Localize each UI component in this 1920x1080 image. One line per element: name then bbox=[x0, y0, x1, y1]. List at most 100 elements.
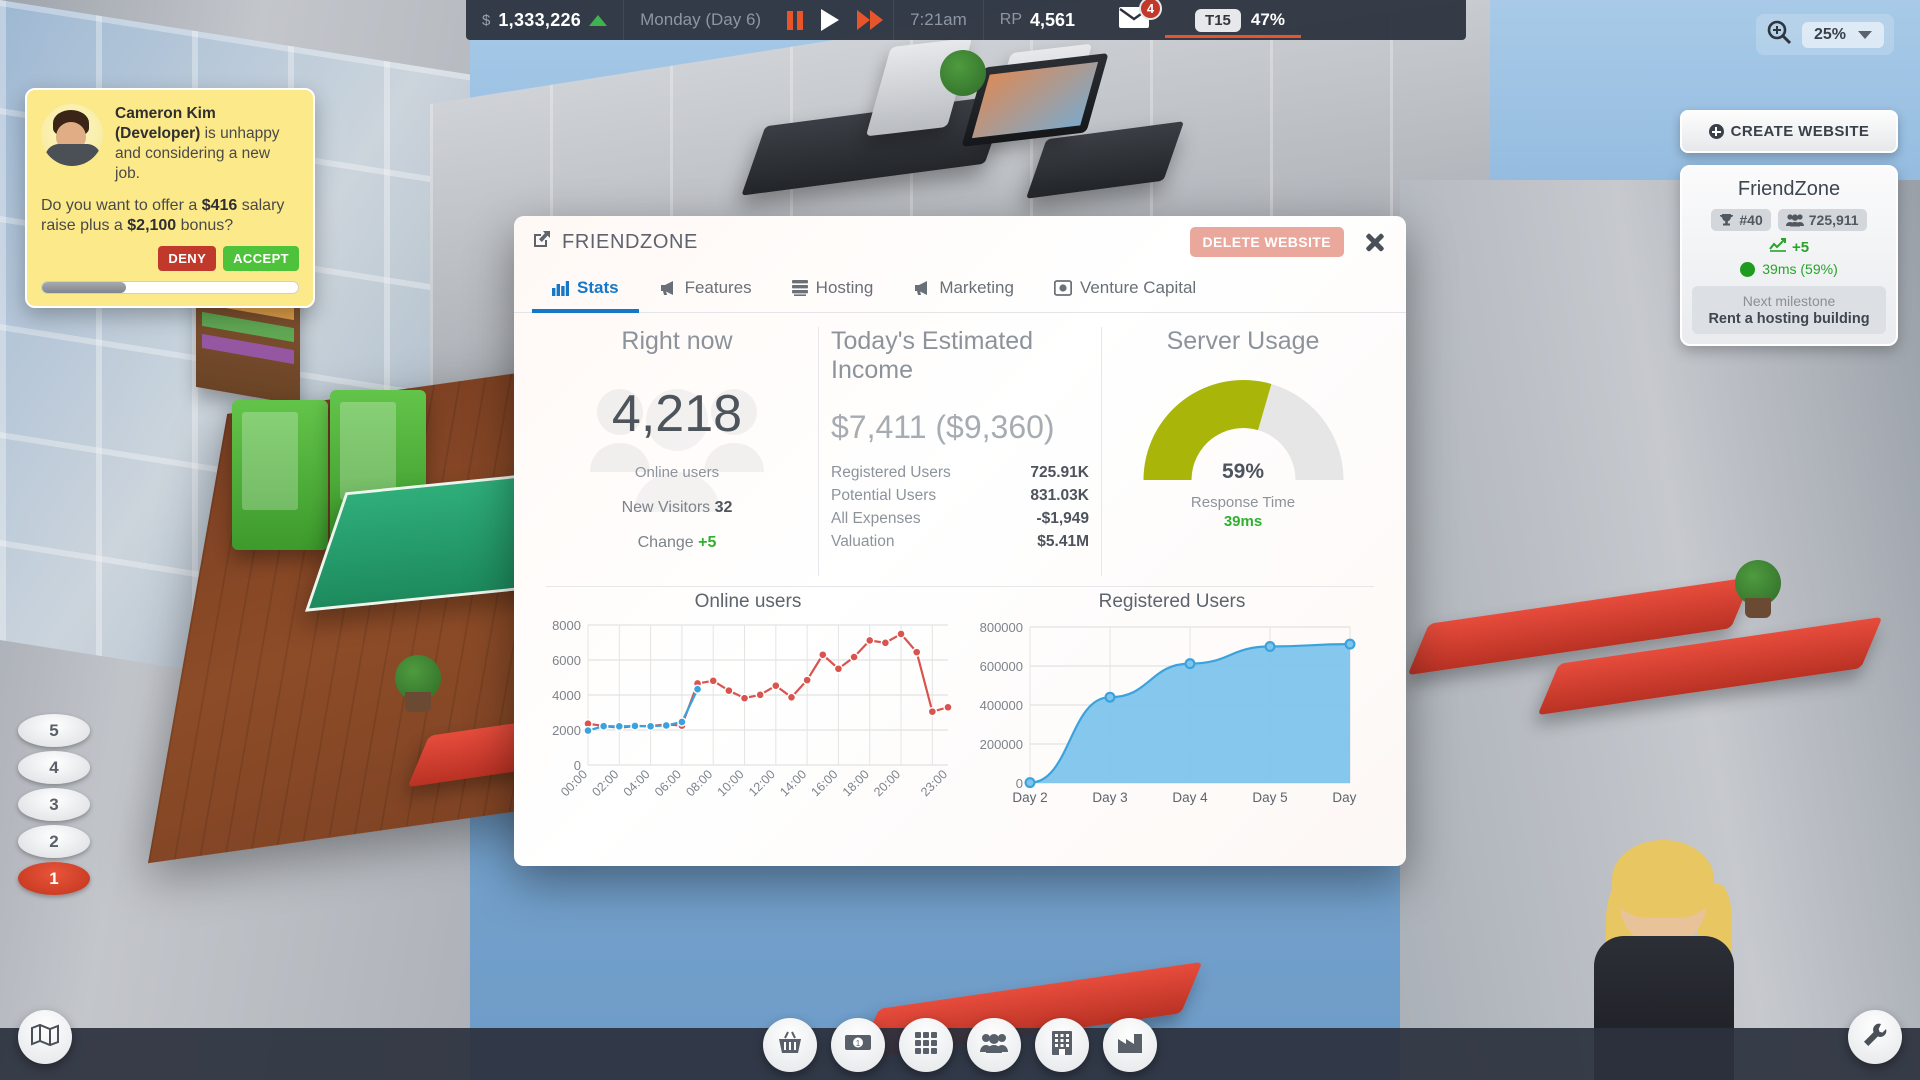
svg-text:04:00: 04:00 bbox=[621, 767, 653, 799]
building-icon bbox=[1051, 1030, 1073, 1061]
play-icon[interactable] bbox=[821, 9, 840, 31]
svg-text:0: 0 bbox=[574, 758, 581, 773]
response-time-value: 39ms bbox=[1223, 512, 1263, 530]
income-row: All Expenses -$1,949 bbox=[831, 510, 1089, 528]
zoom-level-value: 25% bbox=[1813, 25, 1846, 43]
tab-hosting[interactable]: Hosting bbox=[772, 268, 894, 313]
question-prefix: Do you want to offer a bbox=[41, 196, 202, 214]
income-row-label: Valuation bbox=[831, 532, 895, 550]
income-row: Valuation $5.41M bbox=[831, 533, 1089, 551]
plus-circle-icon bbox=[1708, 124, 1724, 139]
question-mid: salary raise plus a bbox=[41, 196, 285, 235]
settings-button[interactable] bbox=[1848, 1010, 1902, 1064]
bottom-bar bbox=[0, 1028, 1920, 1080]
website-stats-modal[interactable]: FRIENDZONE DELETE WEBSITE Stats Features H… bbox=[514, 216, 1406, 866]
tech-progress-underline bbox=[1165, 35, 1301, 38]
employee-notification-card[interactable]: Cameron Kim (Developer) is unhappy and c… bbox=[25, 88, 315, 309]
online-users-value: 4,218 bbox=[611, 384, 743, 443]
pause-icon[interactable] bbox=[787, 10, 804, 30]
tab-venture-capital[interactable]: Venture Capital bbox=[1034, 268, 1216, 313]
income-row-label: Registered Users bbox=[831, 463, 951, 481]
website-response: 39ms (59%) bbox=[1692, 261, 1886, 277]
svg-text:20:00: 20:00 bbox=[871, 767, 903, 799]
trend-up-icon bbox=[589, 14, 608, 26]
tech-percent-label: 47% bbox=[1250, 10, 1285, 29]
svg-text:18:00: 18:00 bbox=[840, 767, 872, 799]
tab-label: Stats bbox=[577, 278, 619, 297]
svg-text:4000: 4000 bbox=[552, 688, 581, 703]
envelope-icon[interactable]: 4 bbox=[1119, 0, 1163, 33]
zoom-level-select[interactable]: 25% bbox=[1801, 21, 1884, 48]
tab-label: Venture Capital bbox=[1079, 278, 1197, 297]
registered-users-chart: Registered Users 0 200000 400000 600000 8000… bbox=[960, 591, 1384, 822]
dock-button-building[interactable] bbox=[1035, 1018, 1089, 1072]
floor-button-2[interactable]: 2 bbox=[18, 825, 90, 858]
floor-button-3[interactable]: 3 bbox=[18, 788, 90, 821]
wrench-icon bbox=[1862, 1022, 1888, 1053]
online-users-chart: Online users 0 2000 4000 6000 8000 00:00 02:00… bbox=[536, 591, 960, 822]
tab-features[interactable]: Features bbox=[639, 268, 772, 313]
trophy-icon bbox=[1719, 213, 1734, 227]
change-label: Change bbox=[637, 533, 694, 551]
floor-selector[interactable]: 5 4 3 2 1 bbox=[18, 714, 90, 895]
floor-label: 5 bbox=[49, 720, 59, 740]
clock-label: 7:21am bbox=[910, 10, 967, 29]
new-visitors-label: New Visitors bbox=[621, 498, 711, 516]
floor-button-1[interactable]: 1 bbox=[18, 862, 90, 895]
website-users-chip: 725,911 bbox=[1777, 209, 1867, 231]
map-button[interactable] bbox=[18, 1010, 72, 1064]
dock-button-production[interactable] bbox=[1103, 1018, 1157, 1072]
dock-button-employees[interactable] bbox=[967, 1018, 1021, 1072]
website-side-panel: CREATE WEBSITE FriendZone #40 725,911 +5 bbox=[1680, 110, 1898, 346]
close-icon[interactable] bbox=[1362, 229, 1388, 255]
accept-button[interactable]: ACCEPT bbox=[223, 246, 299, 272]
tab-stats[interactable]: Stats bbox=[532, 268, 639, 313]
notification-timer-bar bbox=[41, 281, 299, 295]
website-rank-value: #40 bbox=[1739, 212, 1763, 228]
zoom-control[interactable]: 25% bbox=[1755, 14, 1894, 55]
floor-button-4[interactable]: 4 bbox=[18, 751, 90, 784]
server-icon bbox=[791, 280, 808, 296]
income-panel: Today's Estimated Income $7,411 ($9,360)… bbox=[818, 327, 1101, 576]
tab-marketing[interactable]: Marketing bbox=[893, 268, 1034, 313]
magnifier-plus-icon[interactable] bbox=[1766, 19, 1792, 50]
currency-symbol: $ bbox=[482, 11, 491, 29]
plant-pot-2 bbox=[1745, 598, 1771, 618]
registered-users-chart-title: Registered Users bbox=[1098, 590, 1246, 612]
server-usage-percent: 59% bbox=[1221, 459, 1265, 483]
tech-level-indicator[interactable]: T15 47% bbox=[1165, 0, 1301, 40]
income-amount-row: $7,411 ($9,360) bbox=[831, 409, 1089, 446]
deny-button[interactable]: DENY bbox=[158, 246, 217, 272]
modal-tabs[interactable]: Stats Features Hosting Marketing Venture Cap… bbox=[514, 268, 1406, 313]
modal-header: FRIENDZONE DELETE WEBSITE bbox=[514, 216, 1406, 268]
floor-button-5[interactable]: 5 bbox=[18, 714, 90, 747]
dock-button-items[interactable] bbox=[899, 1018, 953, 1072]
modal-title: FRIENDZONE bbox=[532, 229, 698, 255]
tab-label: Marketing bbox=[939, 278, 1014, 297]
create-website-button[interactable]: CREATE WEBSITE bbox=[1680, 110, 1898, 153]
fast-forward-icon[interactable] bbox=[857, 10, 884, 30]
dock-button-finance[interactable]: 1 bbox=[831, 1018, 885, 1072]
new-visitors-value: 32 bbox=[714, 498, 733, 516]
money-amount: 1,333,226 bbox=[498, 9, 582, 30]
online-users-chart-title: Online users bbox=[694, 590, 802, 612]
svg-text:Day 5: Day 5 bbox=[1252, 790, 1287, 805]
response-time-label: Response Time bbox=[1190, 493, 1296, 511]
svg-text:00:00: 00:00 bbox=[558, 767, 590, 799]
svg-text:02:00: 02:00 bbox=[589, 767, 621, 799]
server-heading: Server Usage bbox=[1166, 327, 1320, 355]
create-website-label: CREATE WEBSITE bbox=[1730, 123, 1870, 140]
plant-3 bbox=[940, 50, 986, 96]
main-dock-toolbar[interactable]: 1 bbox=[763, 1018, 1157, 1072]
delete-website-button[interactable]: DELETE WEBSITE bbox=[1189, 227, 1344, 257]
vending-machine-1 bbox=[232, 400, 328, 550]
dock-button-shop[interactable] bbox=[763, 1018, 817, 1072]
website-summary-card[interactable]: FriendZone #40 725,911 +5 39ms bbox=[1680, 165, 1898, 346]
chevron-down-icon bbox=[1858, 30, 1872, 39]
coin-icon bbox=[1053, 280, 1072, 296]
svg-text:2000: 2000 bbox=[552, 723, 581, 738]
megaphone-icon bbox=[913, 280, 931, 296]
clock-display: 7:21am bbox=[894, 0, 983, 40]
research-points: RP 4,561 bbox=[984, 0, 1091, 40]
mail-button[interactable]: 4 bbox=[1091, 0, 1165, 40]
